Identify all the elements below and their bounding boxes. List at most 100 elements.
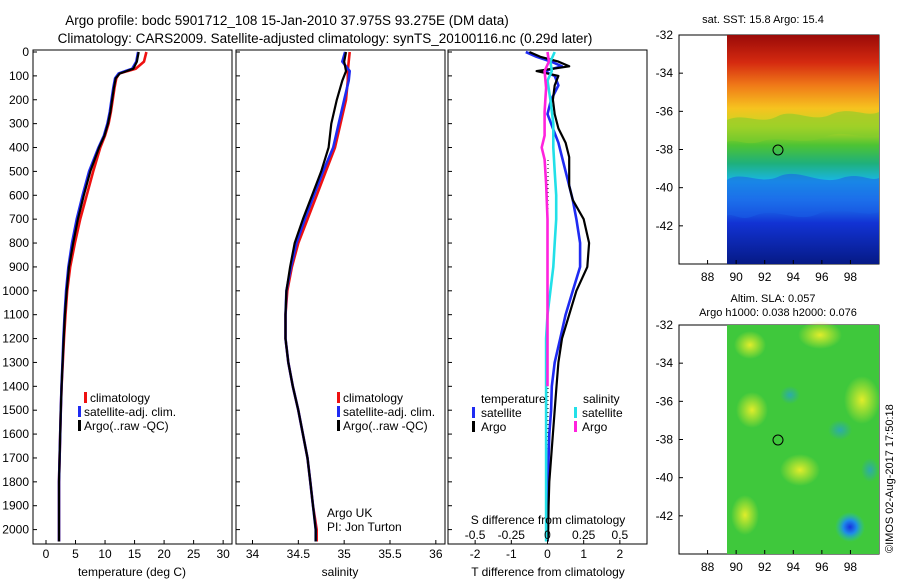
lon-tick-label: 90 — [729, 270, 743, 284]
legend-label-argo: Argo(..raw -QC) — [84, 419, 169, 433]
x-tick-label: 20 — [157, 547, 171, 561]
float-position-marker — [772, 434, 784, 446]
lat-tick-label: -42 — [656, 509, 674, 523]
s-tick-label: 0 — [544, 528, 551, 542]
legend-label-argo: Argo(..raw -QC) — [343, 419, 428, 433]
operator-line2: PI: Jon Turton — [327, 520, 402, 534]
sst-map — [678, 34, 880, 265]
depth-tick-label: 1700 — [2, 451, 29, 465]
depth-tick-label: 200 — [9, 93, 29, 107]
sla-map-title2: Argo h1000: 0.038 h2000: 0.076 — [699, 307, 857, 319]
legend-label-satellite: satellite-adj. clim. — [343, 405, 435, 419]
temperature-panel-frame — [32, 49, 233, 545]
s-tick-label: -0.5 — [465, 528, 486, 542]
x-tick-label: -2 — [470, 547, 481, 561]
x-tick-label: 15 — [128, 547, 142, 561]
x-tick-label: 1 — [580, 547, 587, 561]
sst-map-title: sat. SST: 15.8 Argo: 15.4 — [702, 14, 824, 26]
x-tick-label: 2 — [617, 547, 624, 561]
x-tick-label: 34.5 — [287, 547, 311, 561]
sst-warm-front — [727, 111, 879, 144]
lon-tick-label: 92 — [758, 270, 772, 284]
depth-tick-label: 2000 — [2, 523, 29, 537]
temperature-x-label: temperature (deg C) — [78, 565, 186, 579]
legend-label-climatology: climatology — [90, 391, 150, 405]
x-tick-label: 35.5 — [378, 547, 402, 561]
legend-swatch-satellite — [337, 406, 340, 417]
lat-tick-label: -40 — [656, 471, 674, 485]
depth-tick-label: 1500 — [2, 403, 29, 417]
x-tick-label: 30 — [216, 547, 230, 561]
series-line — [544, 51, 558, 542]
lon-tick-label: 88 — [701, 270, 715, 284]
sla-low — [828, 420, 852, 440]
temperature-curves — [57, 51, 148, 542]
salinity-x-label: salinity — [322, 565, 359, 579]
x-tick-label: 5 — [72, 547, 79, 561]
sst-cool-front — [727, 173, 879, 218]
s-tick-label: -0.25 — [498, 528, 526, 542]
legend-swatch-s-satellite — [574, 407, 577, 418]
legend-swatch-t-argo — [472, 421, 475, 432]
legend-swatch-argo — [337, 420, 340, 431]
legend-label-s-argo: Argo — [582, 420, 608, 434]
depth-axis: 0 100 200 300 400 500 600 700 800 900 1000 1100 1200… — [2, 45, 452, 537]
x-tick-label: 25 — [187, 547, 201, 561]
x-tick-label: -1 — [506, 547, 517, 561]
depth-tick-label: 1600 — [2, 427, 29, 441]
sla-low — [861, 458, 879, 482]
lon-tick-label: 94 — [787, 560, 801, 574]
legend-swatch-satellite — [78, 406, 81, 417]
figure-title-line2: Climatology: CARS2009. Satellite-adjuste… — [58, 31, 593, 46]
depth-tick-label: 1200 — [2, 332, 29, 346]
imos-stamp: ©IMOS 02-Aug-2017 17:50:18 — [884, 404, 896, 553]
legend-swatch-t-satellite — [472, 407, 475, 418]
lat-tick-label: -32 — [656, 28, 674, 42]
legend-title-temperature: temperature — [481, 392, 546, 406]
series-line — [540, 51, 551, 387]
lat-tick-label: -40 — [656, 181, 674, 195]
float-position-marker — [772, 144, 784, 156]
lat-tick-label: -38 — [656, 433, 674, 447]
sla-high — [736, 392, 768, 428]
depth-tick-label: 1100 — [3, 308, 29, 322]
sla-high — [731, 495, 759, 535]
difference-curves — [525, 50, 591, 542]
lon-tick-label: 98 — [844, 270, 858, 284]
series-line — [57, 51, 140, 542]
figure-title-line1: Argo profile: bodc 5901712_108 15-Jan-20… — [65, 13, 509, 28]
x-tick-label: 34 — [246, 547, 260, 561]
t-difference-x-axis: -2 -1 0 1 2 — [470, 540, 624, 561]
depth-tick-label: 1800 — [2, 475, 29, 489]
lon-tick-label: 96 — [815, 270, 829, 284]
salinity-curves — [284, 51, 352, 542]
legend-label-satellite: satellite-adj. clim. — [84, 405, 176, 419]
s-difference-label: S difference from climatology — [471, 513, 626, 527]
lat-tick-label: -36 — [656, 394, 674, 408]
s-tick-label: 0.5 — [612, 528, 629, 542]
sla-map-axes: 88 90 92 94 96 98 -32 -34 -36 -38 -40 -42 — [656, 318, 858, 574]
depth-tick-label: 300 — [9, 117, 29, 131]
depth-tick-label: 1900 — [2, 499, 29, 513]
lon-tick-label: 96 — [815, 560, 829, 574]
lat-tick-label: -32 — [656, 318, 674, 332]
temperature-x-axis: 0 5 10 15 20 25 30 — [43, 540, 230, 561]
depth-tick-label: 1400 — [2, 379, 29, 393]
depth-tick-label: 800 — [9, 236, 29, 250]
x-tick-label: 10 — [98, 547, 112, 561]
difference-legend: temperature salinity satellite Argo sate… — [472, 392, 623, 434]
sst-field — [727, 35, 879, 264]
sst-map-axes: 88 90 92 94 96 98 -32 -34 -36 -38 -40 -42 — [656, 28, 858, 284]
sla-high — [780, 454, 820, 486]
depth-tick-label: 500 — [9, 164, 29, 178]
depth-tick-label: 900 — [9, 260, 29, 274]
salinity-x-axis: 34 34.5 35 35.5 36 — [246, 540, 443, 561]
legend-swatch-climatology — [84, 392, 87, 403]
depth-tick-label: 1000 — [2, 284, 29, 298]
lon-tick-label: 94 — [787, 270, 801, 284]
series-line — [284, 51, 348, 542]
sla-high — [734, 331, 766, 359]
depth-tick-label: 600 — [9, 188, 29, 202]
depth-tick-label: 700 — [9, 212, 29, 226]
x-tick-label: 0 — [544, 547, 551, 561]
